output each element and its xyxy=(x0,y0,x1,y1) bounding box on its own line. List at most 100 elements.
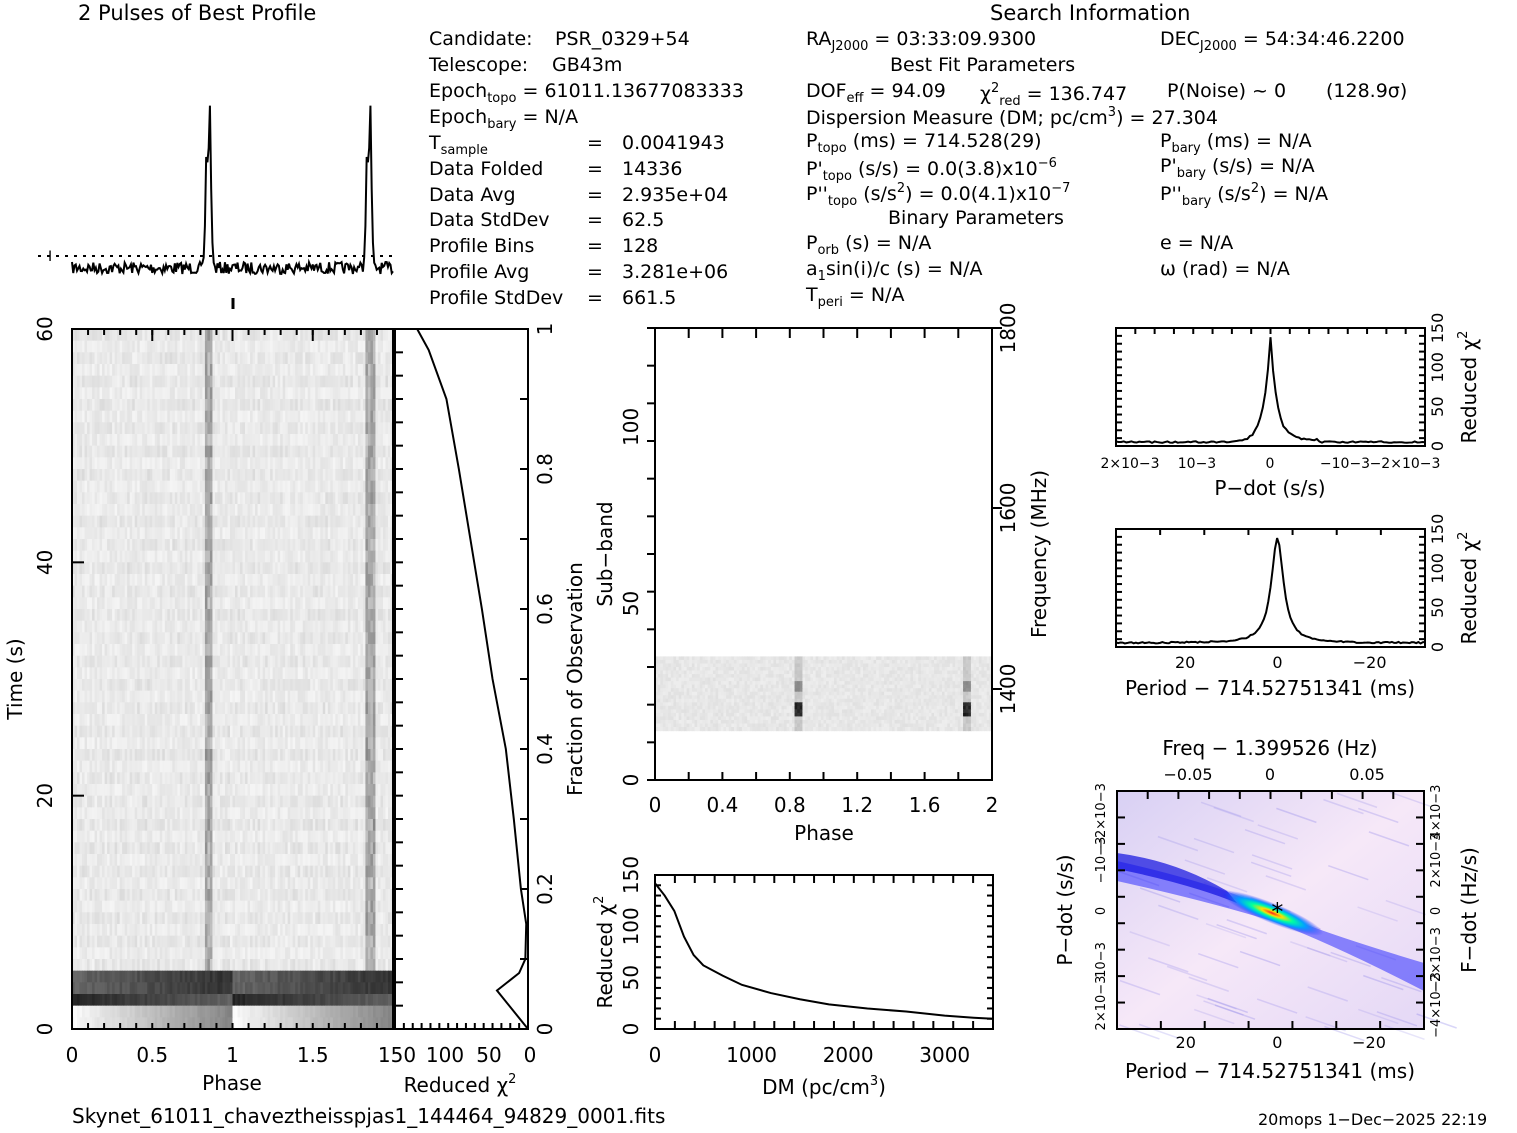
time-phase-cell xyxy=(292,445,296,458)
time-phase-cell xyxy=(197,340,201,353)
time-phase-cell xyxy=(315,352,319,365)
time-phase-cell xyxy=(114,329,118,342)
time-phase-cell xyxy=(270,410,274,423)
time-phase-cell xyxy=(104,434,108,447)
time-phase-cell xyxy=(172,702,176,715)
time-phase-cell xyxy=(380,609,384,622)
time-phase-cell xyxy=(109,667,113,680)
time-phase-cell xyxy=(92,609,96,622)
time-phase-cell xyxy=(265,609,269,622)
time-phase-cell xyxy=(214,644,219,657)
time-phase-cell xyxy=(224,620,229,633)
time-phase-cell xyxy=(357,597,361,610)
time-phase-cell xyxy=(214,597,219,610)
time-phase-cell xyxy=(325,655,329,668)
time-phase-cell xyxy=(217,597,221,610)
time-phase-cell xyxy=(139,422,143,435)
time-phase-cell xyxy=(127,585,131,598)
time-phase-cell xyxy=(295,690,299,703)
time-phase-cell xyxy=(297,457,301,470)
time-phase-cell xyxy=(189,620,193,633)
time-phase-cell xyxy=(375,667,379,680)
time-phase-cell xyxy=(202,574,206,587)
time-phase-cell xyxy=(297,364,301,377)
time-phase-cell xyxy=(127,457,131,470)
time-phase-cell xyxy=(127,644,131,657)
time-phase-cell xyxy=(137,667,141,680)
time-phase-cell xyxy=(227,445,231,458)
time-phase-cell xyxy=(377,632,382,645)
time-phase-cell xyxy=(240,352,244,365)
time-phase-cell xyxy=(310,457,314,470)
time-phase-cell xyxy=(142,527,146,540)
time-phase-cell xyxy=(382,667,387,680)
time-phase-cell xyxy=(182,469,186,482)
time-phase-cell xyxy=(122,445,126,458)
time-phase-cell xyxy=(142,702,146,715)
time-phase-cell xyxy=(94,504,98,517)
time-phase-cell xyxy=(295,679,299,692)
time-phase-cell xyxy=(77,539,81,552)
time-phase-cell xyxy=(227,527,231,540)
time-phase-cell xyxy=(192,550,196,563)
time-phase-cell xyxy=(277,539,281,552)
time-phase-cell xyxy=(302,550,306,563)
time-phase-cell xyxy=(285,387,289,400)
time-phase-cell xyxy=(260,457,264,470)
time-phase-cell xyxy=(179,702,183,715)
time-phase-cell xyxy=(275,632,279,645)
time-phase-cell xyxy=(320,585,324,598)
time-phase-cell xyxy=(99,632,103,645)
time-phase-cell xyxy=(139,597,143,610)
time-phase-cell xyxy=(280,515,284,528)
time-phase-cell xyxy=(229,469,234,482)
time-phase-cell xyxy=(127,504,131,517)
time-phase-cell xyxy=(119,375,123,388)
time-phase-cell xyxy=(260,550,264,563)
time-phase-cell xyxy=(292,620,296,633)
time-phase-cell xyxy=(132,492,136,505)
time-phase-cell xyxy=(214,434,219,447)
time-phase-cell xyxy=(275,550,279,563)
time-phase-cell xyxy=(282,410,286,423)
time-phase-cell xyxy=(89,702,93,715)
time-phase-cell xyxy=(252,399,256,412)
time-phase-cell xyxy=(257,585,261,598)
time-phase-cell xyxy=(385,492,389,505)
time-phase-cell xyxy=(74,562,78,575)
time-phase-cell xyxy=(355,585,359,598)
time-phase-cell xyxy=(372,515,377,528)
time-phase-cell xyxy=(167,539,171,552)
time-phase-cell xyxy=(300,410,304,423)
time-phase-cell xyxy=(260,329,264,342)
pd-bary-sub: bary xyxy=(1176,166,1206,181)
time-phase-cell xyxy=(362,492,367,505)
time-phase-cell xyxy=(280,364,284,377)
time-phase-cell xyxy=(142,352,146,365)
time-phase-cell xyxy=(357,690,361,703)
time-phase-cell xyxy=(197,364,201,377)
time-phase-cell xyxy=(337,445,341,458)
time-phase-cell xyxy=(367,597,372,610)
time-phase-cell xyxy=(255,504,259,517)
time-phase-cell xyxy=(377,504,382,517)
time-phase-cell xyxy=(302,539,306,552)
time-phase-cell xyxy=(357,480,361,493)
time-phase-cell xyxy=(292,690,296,703)
time-phase-cell xyxy=(209,539,214,552)
time-phase-cell xyxy=(322,527,326,540)
time-phase-cell xyxy=(380,504,384,517)
time-phase-cell xyxy=(282,364,286,377)
time-phase-cell xyxy=(287,375,291,388)
time-phase-cell xyxy=(377,585,382,598)
time-phase-cell xyxy=(207,644,211,657)
time-phase-cell xyxy=(149,364,153,377)
time-phase-cell xyxy=(330,597,334,610)
time-phase-cell xyxy=(132,399,136,412)
time-phase-cell xyxy=(297,387,301,400)
time-phase-cell xyxy=(320,434,324,447)
time-phase-cell xyxy=(315,632,319,645)
time-phase-cell xyxy=(347,527,351,540)
time-phase-cell xyxy=(365,352,369,365)
time-phase-cell xyxy=(275,375,279,388)
